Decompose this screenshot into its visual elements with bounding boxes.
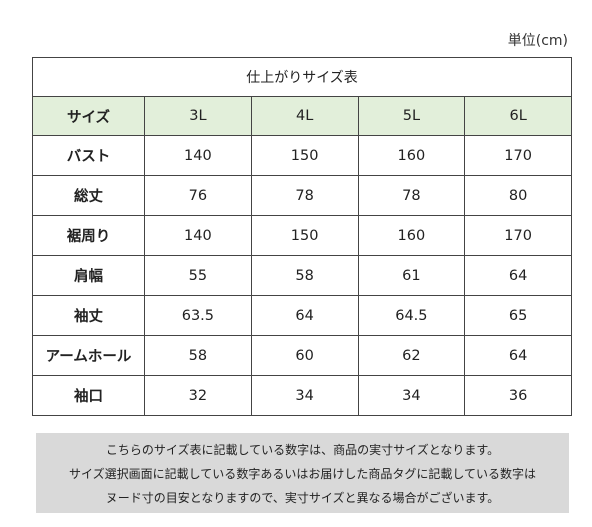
table-cell: 160	[357, 135, 466, 176]
table-cell: 80	[464, 175, 572, 216]
table-cell: 65	[464, 295, 572, 336]
measurement-notice: こちらのサイズ表に記載している数字は、商品の実寸サイズとなります。 サイズ選択画…	[36, 433, 569, 513]
table-cell: 150	[250, 215, 359, 256]
row-label: 袖口	[32, 375, 145, 416]
row-label: 袖丈	[32, 295, 145, 336]
size-header-label: サイズ	[32, 96, 145, 136]
table-cell: 60	[250, 335, 359, 376]
table-cell: 64	[464, 335, 572, 376]
table-row-bust: バスト 140 150 160 170	[32, 135, 572, 176]
notice-line: サイズ選択画面に記載している数字あるいはお届けした商品タグに記載している数字は	[69, 467, 536, 481]
row-label: バスト	[32, 135, 145, 176]
table-cell: 36	[464, 375, 572, 416]
table-row-length: 総丈 76 78 78 80	[32, 175, 572, 216]
table-cell: 160	[357, 215, 466, 256]
table-cell: 140	[144, 215, 252, 256]
row-label: 肩幅	[32, 255, 145, 296]
size-chart-table: 仕上がりサイズ表 サイズ 3L 4L 5L 6L バスト 140 150 160…	[32, 57, 572, 416]
table-cell: 140	[144, 135, 252, 176]
table-row-cuff: 袖口 32 34 34 36	[32, 375, 572, 416]
table-cell: 58	[144, 335, 252, 376]
table-row-armhole: アームホール 58 60 62 64	[32, 335, 572, 376]
table-cell: 170	[464, 215, 572, 256]
size-header-4l: 4L	[250, 96, 359, 136]
table-cell: 64	[464, 255, 572, 296]
row-label: 総丈	[32, 175, 145, 216]
table-cell: 78	[357, 175, 466, 216]
table-title-row: 仕上がりサイズ表	[32, 57, 572, 97]
table-cell: 34	[357, 375, 466, 416]
unit-label: 単位(cm)	[507, 33, 568, 49]
size-header-6l: 6L	[464, 96, 572, 136]
table-cell: 170	[464, 135, 572, 176]
table-row-shoulder: 肩幅 55 58 61 64	[32, 255, 572, 296]
table-row-sleeve: 袖丈 63.5 64 64.5 65	[32, 295, 572, 336]
row-label: 裾周り	[32, 215, 145, 256]
table-title: 仕上がりサイズ表	[32, 57, 572, 97]
notice-line: こちらのサイズ表に記載している数字は、商品の実寸サイズとなります。	[105, 443, 500, 457]
row-label: アームホール	[32, 335, 145, 376]
table-cell: 32	[144, 375, 252, 416]
table-cell: 63.5	[144, 295, 252, 336]
table-header-row: サイズ 3L 4L 5L 6L	[32, 96, 572, 136]
table-cell: 34	[250, 375, 359, 416]
table-cell: 150	[250, 135, 359, 176]
table-cell: 64	[250, 295, 359, 336]
table-cell: 64.5	[357, 295, 466, 336]
notice-line: ヌード寸の目安となりますので、実寸サイズと異なる場合がございます。	[105, 491, 500, 505]
size-header-3l: 3L	[144, 96, 252, 136]
table-cell: 58	[250, 255, 359, 296]
table-cell: 76	[144, 175, 252, 216]
size-header-5l: 5L	[357, 96, 466, 136]
table-cell: 62	[357, 335, 466, 376]
table-row-hem: 裾周り 140 150 160 170	[32, 215, 572, 256]
table-cell: 55	[144, 255, 252, 296]
table-cell: 78	[250, 175, 359, 216]
table-cell: 61	[357, 255, 466, 296]
